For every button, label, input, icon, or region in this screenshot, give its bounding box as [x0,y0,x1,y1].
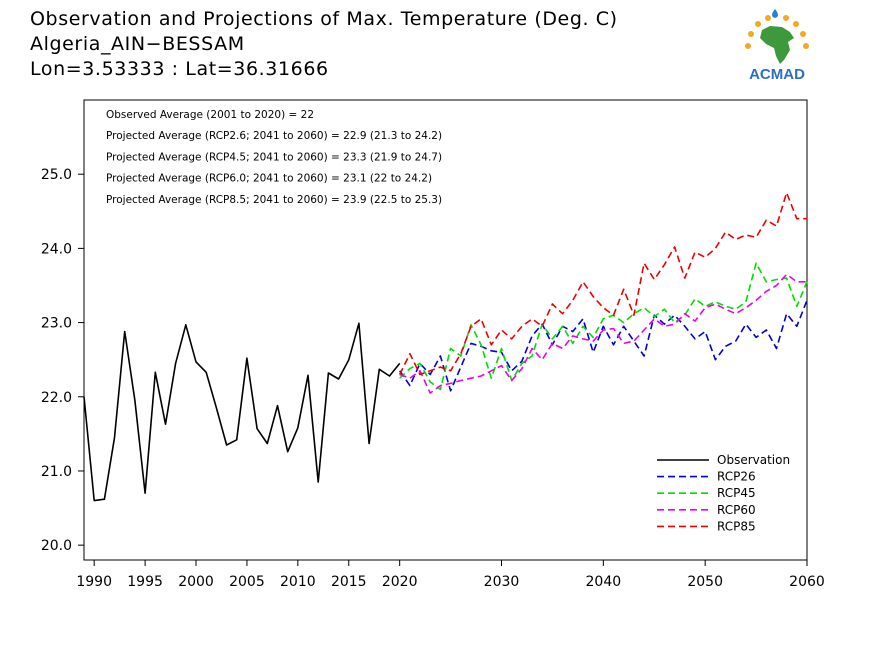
chart-title: Observation and Projections of Max. Temp… [30,8,618,30]
x-tick-label: 2060 [789,574,825,590]
legend-label-rcp85: RCP85 [717,519,756,533]
series-line-observation [83,322,401,502]
y-tick-label: 21.0 [41,464,72,480]
stat-line: Projected Average (RCP2.6; 2041 to 2060)… [106,130,442,142]
series-line-rcp45 [399,262,808,391]
y-tick-label: 24.0 [41,241,72,257]
legend-label-rcp60: RCP60 [717,503,756,517]
x-tick-label: 2040 [586,574,622,590]
y-tick-label: 20.0 [41,538,72,554]
legend-label-rcp26: RCP26 [717,470,756,484]
x-tick-label: 2010 [280,574,316,590]
x-tick-label: 2020 [382,574,418,590]
y-tick-label: 22.0 [41,390,72,406]
x-tick-label: 2050 [687,574,723,590]
x-tick-label: 2000 [178,574,214,590]
legend-label-observation: Observation [717,453,790,467]
station-coordinates: Lon=3.53333 : Lat=36.31666 [30,58,329,80]
series-line-rcp60 [399,273,807,394]
x-tick-label: 2005 [229,574,265,590]
station-name: Algeria_AIN−BESSAM [30,33,245,55]
stat-line: Projected Average (RCP6.0; 2041 to 2060)… [106,173,432,185]
plot-area [83,99,808,561]
legend-label-rcp45: RCP45 [717,486,756,500]
series-line-rcp26 [399,300,808,392]
y-tick-label: 25.0 [41,167,72,183]
x-tick-label: 1990 [76,574,112,590]
stat-line: Observed Average (2001 to 2020) = 22 [106,109,314,121]
y-tick-label: 23.0 [41,316,72,332]
series-line-rcp85 [398,191,807,376]
stat-line: Projected Average (RCP8.5; 2041 to 2060)… [106,194,442,206]
stat-line: Projected Average (RCP4.5; 2041 to 2060)… [106,151,442,163]
x-tick-label: 2015 [331,574,367,590]
x-tick-label: 2030 [484,574,520,590]
logo-text: ACMAD [749,66,805,83]
africa-map-logo-icon: ACMAD [745,9,809,83]
x-tick-label: 1995 [127,574,163,590]
